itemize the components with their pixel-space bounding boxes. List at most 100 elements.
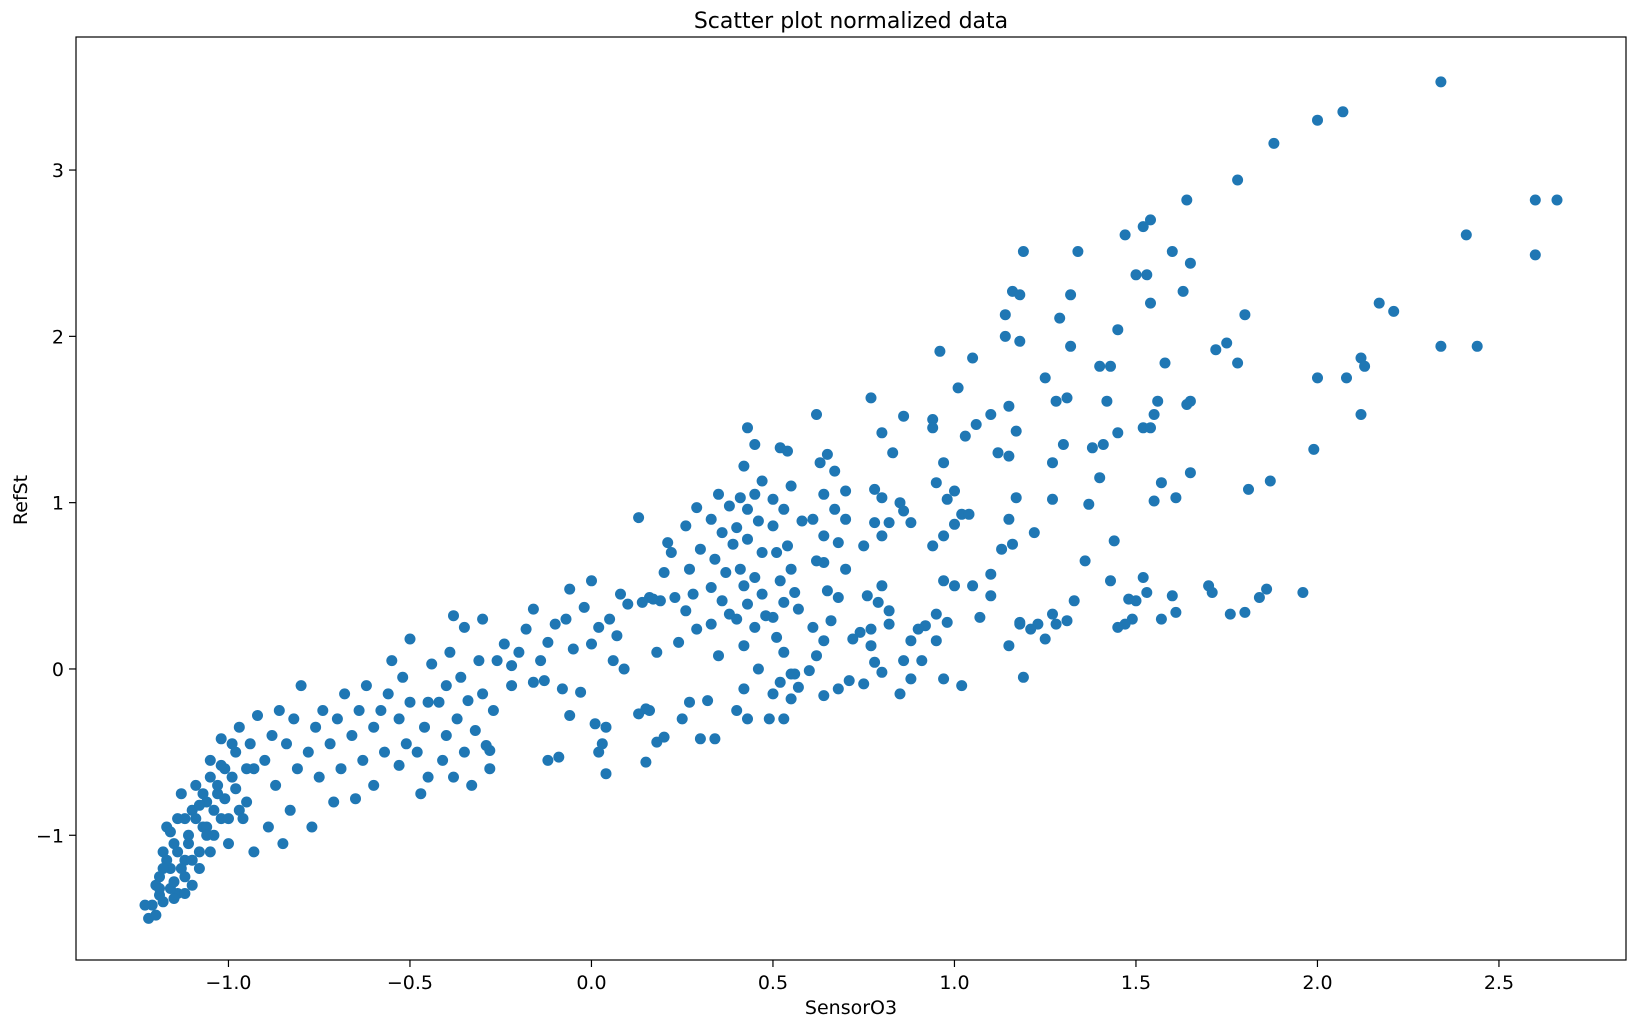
data-point [1184,467,1196,479]
data-point [1123,593,1135,605]
data-point [1184,257,1196,269]
data-point [484,763,496,775]
data-point [782,445,793,457]
data-point [894,688,906,700]
data-point [1097,439,1109,450]
data-point [814,457,826,469]
data-point [350,793,361,805]
data-point [705,582,717,593]
data-point [734,563,746,575]
data-point [829,465,841,477]
data-point [404,696,416,708]
data-point [607,655,619,667]
data-point [941,616,953,628]
data-point [684,563,695,575]
data-point [506,680,518,692]
data-point [270,779,282,791]
data-point [713,650,724,662]
data-point [763,713,775,725]
data-point [168,893,180,904]
data-point [1159,357,1171,369]
data-point [538,675,550,687]
data-point [680,605,692,617]
data-point [179,871,191,883]
data-point [1239,606,1251,618]
data-point [193,846,205,858]
data-point [658,731,670,743]
data-point [912,623,924,635]
data-point [1079,555,1091,567]
data-point [233,721,245,733]
data-point [669,592,681,603]
data-point [967,352,979,364]
data-point [673,636,685,648]
data-point [1141,269,1153,281]
data-point [869,483,881,495]
data-point [723,500,735,512]
data-point [858,678,870,690]
data-point [1003,513,1015,525]
data-point [422,771,434,783]
data-point [1355,352,1367,364]
data-point [193,863,205,874]
data-point [288,713,300,725]
data-point [760,610,772,622]
data-point [789,587,801,598]
data-point [1112,324,1124,336]
data-point [949,580,960,592]
data-point [811,555,822,567]
data-point [905,635,917,647]
data-point [241,796,253,808]
data-point [161,854,173,866]
data-point [738,683,750,695]
x-tick-label: 2.5 [1484,972,1514,994]
data-point [938,575,950,587]
data-point [999,309,1011,321]
data-point [1145,297,1156,309]
data-point [876,580,888,592]
data-point [720,567,732,578]
data-point [927,422,939,434]
data-point [455,671,467,683]
data-point [1224,608,1236,620]
data-point [956,680,968,692]
x-axis-ticks: −1.0 −0.5 0.0 0.5 1.0 1.5 2.0 2.5 [205,960,1514,994]
data-point [949,518,960,530]
data-point [241,763,253,775]
x-tick-label: 0.5 [758,972,788,994]
data-point [865,640,877,652]
data-point [1264,475,1276,487]
data-point [985,590,997,602]
data-point [832,592,844,603]
data-point [1460,229,1472,241]
data-point [716,595,728,607]
data-point [985,568,997,580]
data-point [204,846,216,858]
data-point [259,754,271,766]
data-point [1155,477,1167,489]
data-point [705,618,717,630]
data-point [633,512,645,524]
data-point [738,640,750,652]
data-point [346,730,358,741]
data-point [520,623,532,635]
data-point [1297,587,1309,598]
data-point [281,738,292,750]
data-point [716,527,728,539]
data-point [360,680,372,692]
data-point [1359,360,1371,372]
data-point [756,475,768,487]
data-point [1166,590,1178,602]
data-point [872,596,884,608]
data-point [876,666,888,678]
data-point [876,530,888,542]
data-point [593,746,605,758]
data-point [1017,246,1029,257]
data-point [756,547,768,558]
data-point [589,718,601,730]
data-point [883,618,895,630]
data-point [368,721,380,733]
data-point [542,636,554,648]
data-point [774,676,786,688]
data-point [1312,114,1323,126]
